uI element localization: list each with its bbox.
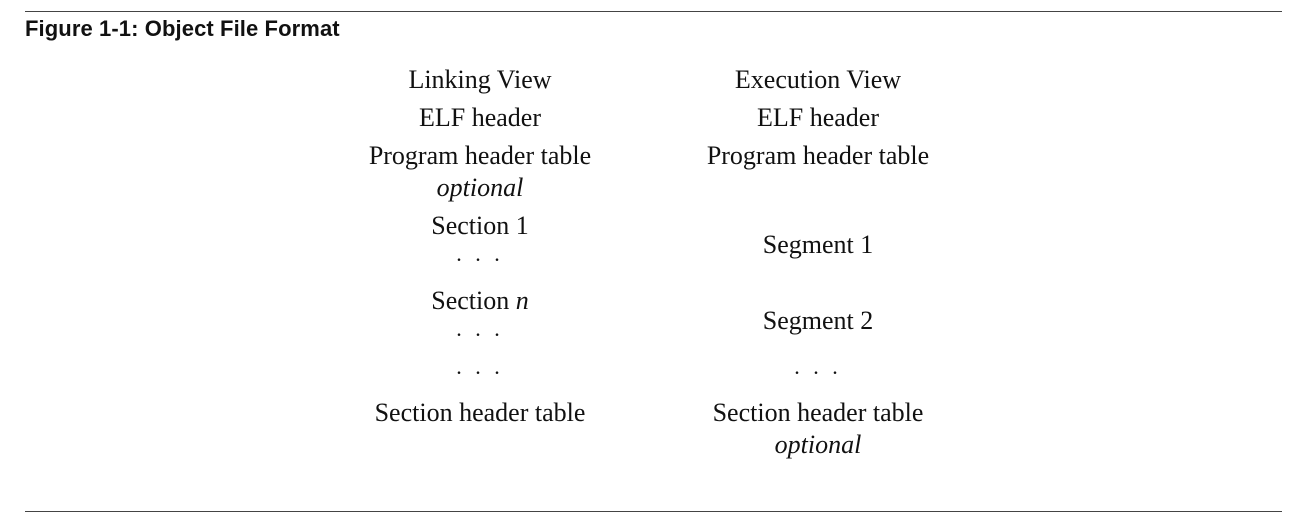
linking-elf-header: ELF header	[418, 103, 541, 132]
execution-segment-2: Segment 2	[762, 306, 874, 335]
linking-section-n: Section n	[330, 286, 630, 316]
execution-section-header-optional: optional	[774, 430, 862, 459]
execution-elf-header: ELF header	[756, 103, 879, 132]
linking-section-header-table: Section header table	[374, 398, 586, 427]
linking-section-n-prefix: Section	[431, 286, 510, 315]
execution-segment-1: Segment 1	[762, 230, 874, 259]
execution-view-column: Execution View ELF header Program header…	[668, 0, 968, 532]
top-rule	[25, 11, 1282, 12]
linking-program-header-table: Program header table	[368, 141, 592, 170]
linking-more-ellipsis: . . .	[456, 354, 504, 379]
figure-title: Figure 1-1: Object File Format	[25, 16, 340, 41]
linking-section-1: Section 1	[431, 211, 529, 240]
linking-section-n-ellipsis: . . .	[456, 316, 504, 341]
linking-view-column: Linking View ELF header Program header t…	[330, 0, 630, 532]
linking-section-1-ellipsis: . . .	[456, 241, 504, 266]
linking-program-header-optional: optional	[436, 173, 524, 202]
linking-view-heading: Linking View	[408, 65, 552, 94]
execution-program-header-table: Program header table	[706, 141, 930, 170]
linking-section-n-variable: n	[515, 286, 529, 315]
execution-view-heading: Execution View	[734, 65, 902, 94]
execution-section-header-table: Section header table	[712, 398, 924, 427]
bottom-rule	[25, 511, 1282, 512]
execution-more-ellipsis: . . .	[794, 354, 842, 379]
